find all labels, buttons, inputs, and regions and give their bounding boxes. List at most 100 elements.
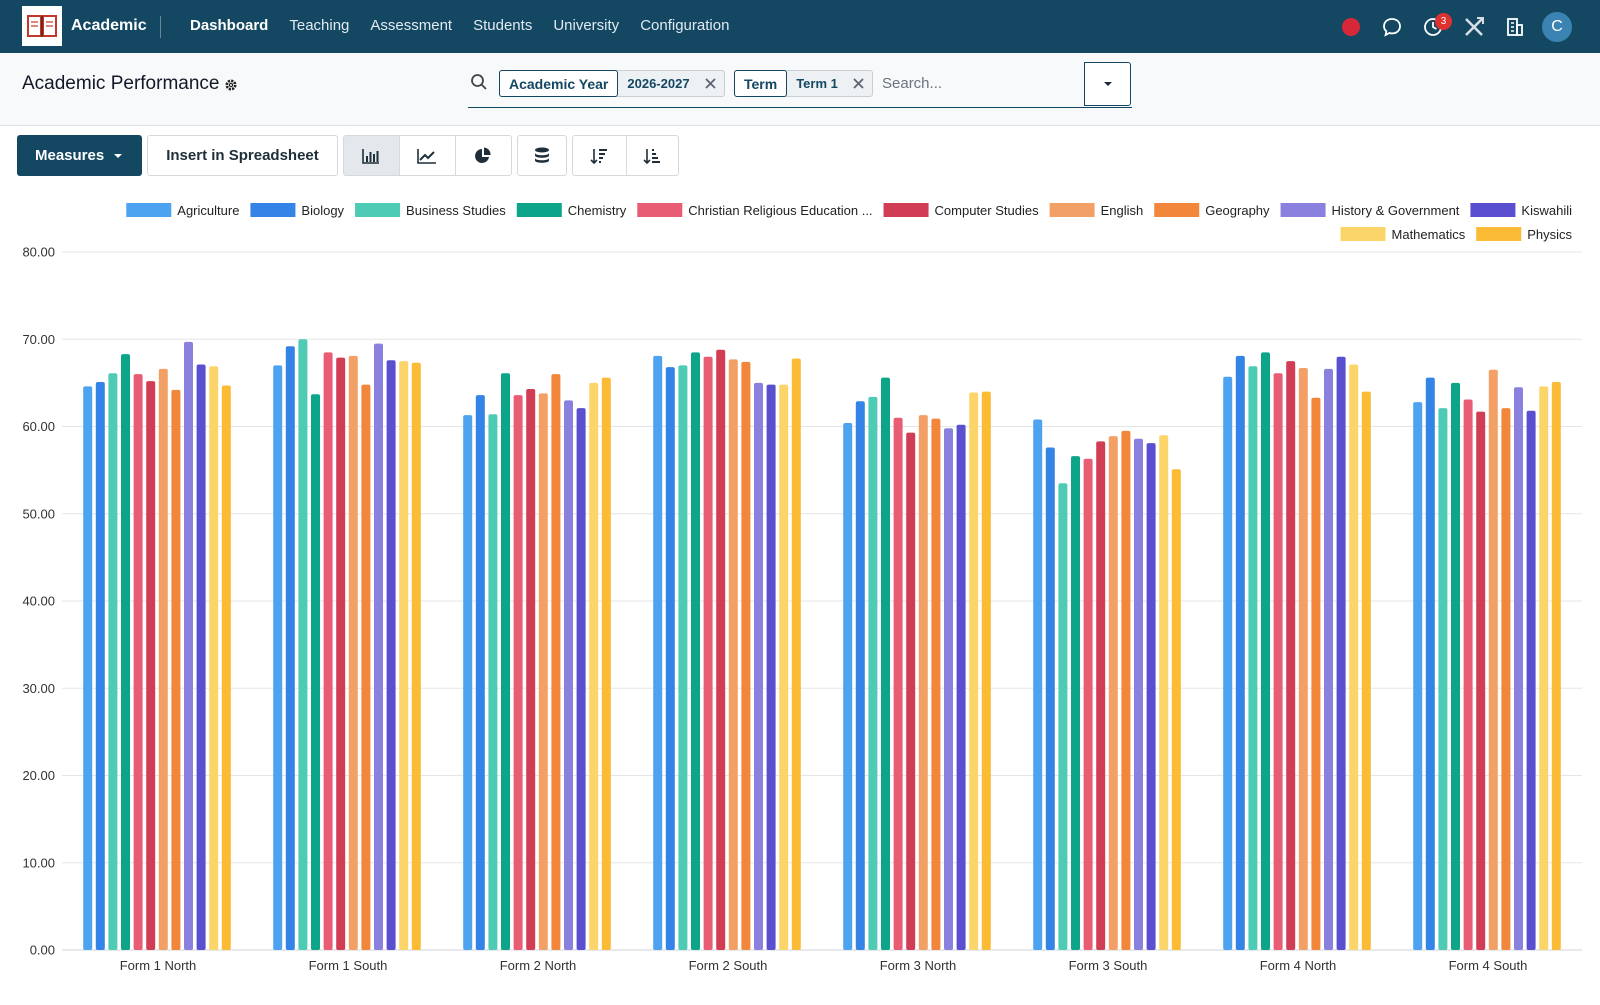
bar[interactable] xyxy=(196,364,206,950)
bar[interactable] xyxy=(463,415,473,951)
bar[interactable] xyxy=(779,384,789,950)
bar[interactable] xyxy=(1361,391,1371,951)
bar[interactable] xyxy=(1071,456,1080,950)
bar[interactable] xyxy=(95,382,105,950)
bar[interactable] xyxy=(513,395,523,951)
bar[interactable] xyxy=(1235,355,1245,950)
bar[interactable] xyxy=(361,384,371,950)
bar[interactable] xyxy=(1451,382,1460,950)
bar[interactable] xyxy=(551,374,561,950)
bar[interactable] xyxy=(564,400,573,950)
bar[interactable] xyxy=(906,432,916,950)
bar[interactable] xyxy=(1526,410,1536,950)
bar[interactable] xyxy=(791,358,801,950)
legend-item[interactable]: English xyxy=(1049,203,1144,218)
bar[interactable] xyxy=(1121,430,1131,950)
legend-item[interactable]: Mathematics xyxy=(1340,227,1466,242)
bar[interactable] xyxy=(1438,408,1448,950)
book-logo-icon[interactable] xyxy=(22,6,62,46)
bar[interactable] xyxy=(956,424,966,950)
legend-item[interactable]: Geography xyxy=(1154,203,1270,218)
insert-spreadsheet-button[interactable]: Insert in Spreadsheet xyxy=(147,135,338,176)
bar[interactable] xyxy=(665,367,675,950)
bar[interactable] xyxy=(678,365,688,950)
sort-descending-button[interactable] xyxy=(571,135,627,176)
bar[interactable] xyxy=(576,408,586,950)
legend-item[interactable]: Business Studies xyxy=(355,203,506,218)
bar[interactable] xyxy=(741,361,751,950)
legend-item[interactable]: Chemistry xyxy=(516,203,627,218)
bar[interactable] xyxy=(1261,352,1270,950)
bar[interactable] xyxy=(488,414,498,950)
bar[interactable] xyxy=(221,385,231,950)
menu-teaching[interactable]: Teaching xyxy=(289,17,350,34)
bar[interactable] xyxy=(1311,397,1321,950)
bar[interactable] xyxy=(1045,447,1055,950)
bar[interactable] xyxy=(83,386,93,950)
bar[interactable] xyxy=(209,366,219,950)
bar[interactable] xyxy=(121,354,130,950)
bar[interactable] xyxy=(285,346,295,950)
bar[interactable] xyxy=(1539,386,1549,950)
bar[interactable] xyxy=(1146,443,1156,950)
bar[interactable] xyxy=(1501,408,1511,950)
bar[interactable] xyxy=(1033,419,1043,950)
bar[interactable] xyxy=(589,382,599,950)
bar[interactable] xyxy=(1248,366,1258,950)
bar[interactable] xyxy=(1223,376,1233,950)
bar[interactable] xyxy=(184,341,193,950)
menu-configuration[interactable]: Configuration xyxy=(640,17,730,34)
bar[interactable] xyxy=(969,392,979,950)
bar[interactable] xyxy=(1096,441,1106,950)
bar[interactable] xyxy=(336,357,346,950)
bar[interactable] xyxy=(411,362,421,950)
bar[interactable] xyxy=(691,352,700,950)
building-icon[interactable] xyxy=(1500,12,1530,42)
bar[interactable] xyxy=(918,415,928,951)
bar[interactable] xyxy=(348,355,358,950)
bar[interactable] xyxy=(881,377,890,950)
close-icon[interactable] xyxy=(846,71,872,96)
bar[interactable] xyxy=(1286,361,1296,950)
bar[interactable] xyxy=(298,339,308,950)
sort-ascending-button[interactable] xyxy=(625,135,679,176)
bar[interactable] xyxy=(158,368,168,950)
measures-button[interactable]: Measures xyxy=(17,135,143,176)
menu-dashboard[interactable]: Dashboard xyxy=(190,17,269,34)
bar[interactable] xyxy=(1324,368,1333,950)
bar[interactable] xyxy=(171,389,181,950)
bar[interactable] xyxy=(374,343,383,950)
bar[interactable] xyxy=(728,359,738,950)
bar[interactable] xyxy=(1159,435,1169,951)
bar[interactable] xyxy=(475,395,485,951)
bar[interactable] xyxy=(944,428,953,950)
legend-item[interactable]: Agriculture xyxy=(126,203,239,218)
legend-item[interactable]: Christian Religious Education ... xyxy=(637,203,873,218)
gear-icon[interactable] xyxy=(224,78,238,97)
bar[interactable] xyxy=(1273,373,1283,951)
tools-icon[interactable] xyxy=(1459,12,1489,42)
bar[interactable] xyxy=(399,361,409,950)
legend-item[interactable]: Physics xyxy=(1476,227,1573,242)
bar[interactable] xyxy=(1083,458,1093,950)
menu-university[interactable]: University xyxy=(553,17,620,34)
record-icon[interactable] xyxy=(1336,12,1366,42)
bar[interactable] xyxy=(1463,399,1473,950)
bar[interactable] xyxy=(1108,436,1118,950)
bar[interactable] xyxy=(1349,364,1359,950)
bar-chart-button[interactable] xyxy=(342,135,400,176)
bar[interactable] xyxy=(1413,402,1423,950)
bar[interactable] xyxy=(1551,382,1561,950)
bar[interactable] xyxy=(526,388,536,950)
search-input[interactable] xyxy=(882,69,1082,97)
bar[interactable] xyxy=(653,355,663,950)
user-avatar[interactable]: C xyxy=(1542,11,1572,42)
facet-academic-year[interactable]: Academic Year 2026-2027 xyxy=(499,70,725,97)
bar[interactable] xyxy=(868,396,878,950)
legend-item[interactable]: History & Government xyxy=(1280,203,1460,218)
close-icon[interactable] xyxy=(698,71,724,96)
clock-icon[interactable]: 3 xyxy=(1418,12,1452,42)
bar[interactable] xyxy=(1488,369,1498,951)
bar[interactable] xyxy=(981,391,991,951)
bar[interactable] xyxy=(766,384,776,950)
